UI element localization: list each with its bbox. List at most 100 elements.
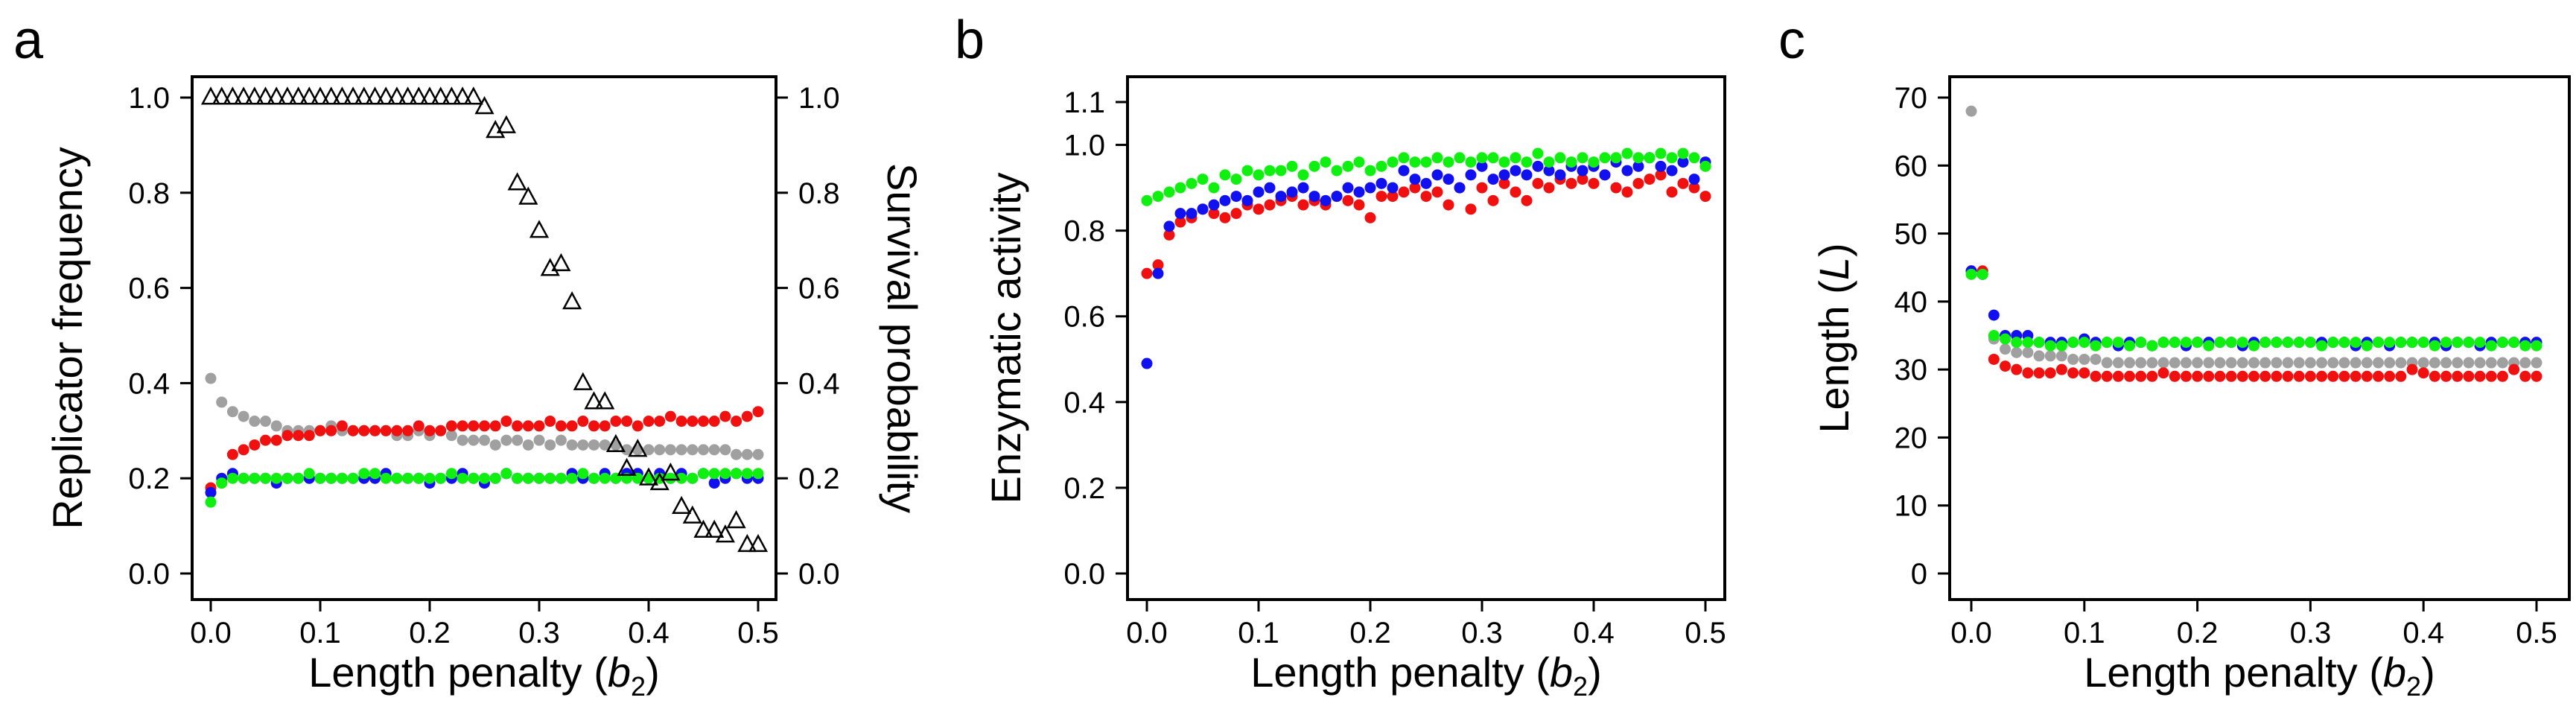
data-point: [1498, 177, 1510, 189]
data-point: [1666, 186, 1678, 198]
data-point: [1208, 182, 1220, 194]
data-point: [2372, 357, 2384, 369]
data-point: [2496, 370, 2508, 382]
data-point: [2304, 337, 2316, 349]
x-tick-label: 0.4: [2402, 617, 2444, 649]
x-axis: 0.0 0.1 0.2 0.3 0.4 0.5: [1126, 600, 1726, 649]
data-point: [1208, 208, 1220, 220]
data-point: [533, 434, 545, 446]
data-point: [2395, 357, 2407, 369]
data-point: [1521, 169, 1533, 181]
y-tick-label: 60: [1895, 150, 1928, 182]
x-tick-label: 0.3: [518, 617, 560, 649]
data-point: [2067, 337, 2079, 349]
data-point: [314, 425, 326, 436]
y2-tick-label: 0.2: [798, 463, 840, 495]
data-point: [1565, 156, 1577, 168]
data-point: [1152, 267, 1164, 279]
data-point: [1420, 156, 1432, 168]
data-point: [293, 430, 305, 442]
data-point: [336, 420, 348, 432]
data-point: [1443, 199, 1454, 211]
y-axis: 0 10 20 30 40 50 60 70: [1895, 82, 1950, 591]
data-point: [544, 472, 556, 484]
data-point: [599, 439, 611, 451]
data-point: [1297, 169, 1309, 181]
data-point: [2169, 370, 2181, 382]
data-point: [664, 472, 676, 484]
data-point: [1554, 169, 1566, 181]
data-point: [347, 472, 359, 484]
data-point: [1666, 152, 1678, 164]
data-point: [2327, 357, 2339, 369]
x-tick-label: 0.5: [737, 617, 779, 649]
data-point: [2372, 370, 2384, 382]
data-point: [2112, 337, 2124, 349]
data-point: [1599, 169, 1611, 181]
data-point: [2485, 357, 2497, 369]
data-point: [2203, 357, 2215, 369]
data-point: [2384, 370, 2396, 382]
data-point: [500, 434, 512, 446]
panel-letter-b: b: [955, 10, 985, 70]
data-point: [512, 434, 524, 446]
data-point: [544, 439, 556, 451]
series-green: [1965, 268, 2542, 352]
data-point: [2406, 337, 2418, 349]
survival-marker: [540, 258, 560, 276]
data-point: [1398, 152, 1410, 164]
data-point: [555, 472, 567, 484]
data-point: [522, 420, 534, 432]
survival-marker: [507, 172, 527, 191]
data-point: [1632, 177, 1644, 189]
data-point: [1487, 152, 1499, 164]
data-point: [2180, 337, 2192, 349]
data-point: [2169, 357, 2181, 369]
data-point: [2112, 370, 2124, 382]
y-tick-label: 70: [1895, 82, 1928, 115]
data-point: [752, 406, 764, 418]
data-point: [2417, 357, 2429, 369]
data-point: [1420, 191, 1432, 203]
data-point: [1197, 203, 1209, 215]
data-point: [424, 472, 436, 484]
y2-tick-label: 0.4: [798, 367, 840, 400]
data-point: [2350, 357, 2362, 369]
data-point: [2429, 357, 2440, 369]
data-point: [260, 472, 271, 484]
data-point: [1543, 156, 1555, 168]
data-point: [731, 448, 742, 460]
survival-marker: [321, 86, 341, 105]
data-point: [1465, 156, 1477, 168]
data-point: [325, 425, 337, 436]
data-point: [2496, 337, 2508, 349]
data-point: [489, 439, 501, 451]
data-point: [380, 472, 392, 484]
data-point: [2157, 367, 2169, 379]
data-point: [445, 420, 457, 432]
data-point: [2338, 370, 2350, 382]
data-point: [1988, 353, 2000, 365]
data-point: [468, 420, 480, 432]
data-point: [2079, 353, 2090, 365]
data-point: [2452, 370, 2464, 382]
data-point: [457, 472, 468, 484]
data-point: [2327, 337, 2339, 349]
data-point: [1487, 194, 1499, 206]
data-point: [752, 468, 764, 480]
data-point: [1398, 186, 1410, 198]
data-point: [2011, 337, 2023, 349]
data-point: [2022, 346, 2034, 358]
data-point: [1965, 105, 1977, 117]
survival-marker: [365, 86, 385, 105]
survival-marker: [529, 220, 550, 238]
data-point: [1141, 267, 1153, 279]
data-point: [2090, 370, 2102, 382]
data-point: [2146, 340, 2158, 352]
data-point: [2067, 353, 2079, 365]
y-tick-label: 0.2: [128, 463, 170, 495]
data-point: [2214, 357, 2226, 369]
data-point: [270, 472, 282, 484]
data-point: [282, 430, 293, 442]
data-point: [2508, 337, 2520, 349]
